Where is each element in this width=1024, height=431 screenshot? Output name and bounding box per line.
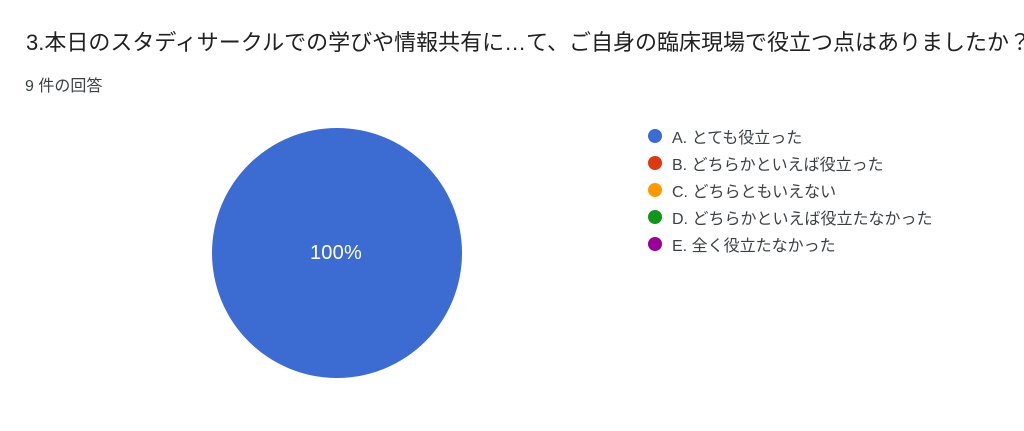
legend-item: B. どちらかといえば役立った xyxy=(648,149,932,176)
pie-slice-percent-label: 100% xyxy=(309,241,362,264)
response-count: 9 件の回答 xyxy=(25,78,103,95)
legend-item-label: D. どちらかといえば役立たなかった xyxy=(672,210,933,228)
legend-item: E. 全く役立たなかった xyxy=(648,230,932,257)
legend-item: C. どちらともいえない xyxy=(648,176,932,203)
legend-item-label: E. 全く役立たなかった xyxy=(672,237,836,255)
legend-item-label: A. とても役立った xyxy=(672,129,803,147)
question-title: 3.本日のスタディサークルでの学びや情報共有に…て、ご自身の臨床現場で役立つ点は… xyxy=(26,30,1024,55)
legend-color-dot-icon xyxy=(648,155,662,170)
legend-color-dot-icon xyxy=(648,128,662,143)
legend-color-dot-icon xyxy=(648,209,662,224)
legend-item: D. どちらかといえば役立たなかった xyxy=(648,203,932,230)
legend-color-dot-icon xyxy=(648,236,662,251)
legend: A. とても役立った B. どちらかといえば役立った C. どちらともいえない … xyxy=(648,122,932,257)
legend-color-dot-icon xyxy=(648,182,662,197)
pie-chart-slice-a[interactable]: 100% xyxy=(212,128,462,378)
legend-item-label: C. どちらともいえない xyxy=(672,183,837,201)
legend-item: A. とても役立った xyxy=(648,122,932,149)
legend-item-label: B. どちらかといえば役立った xyxy=(672,156,884,174)
